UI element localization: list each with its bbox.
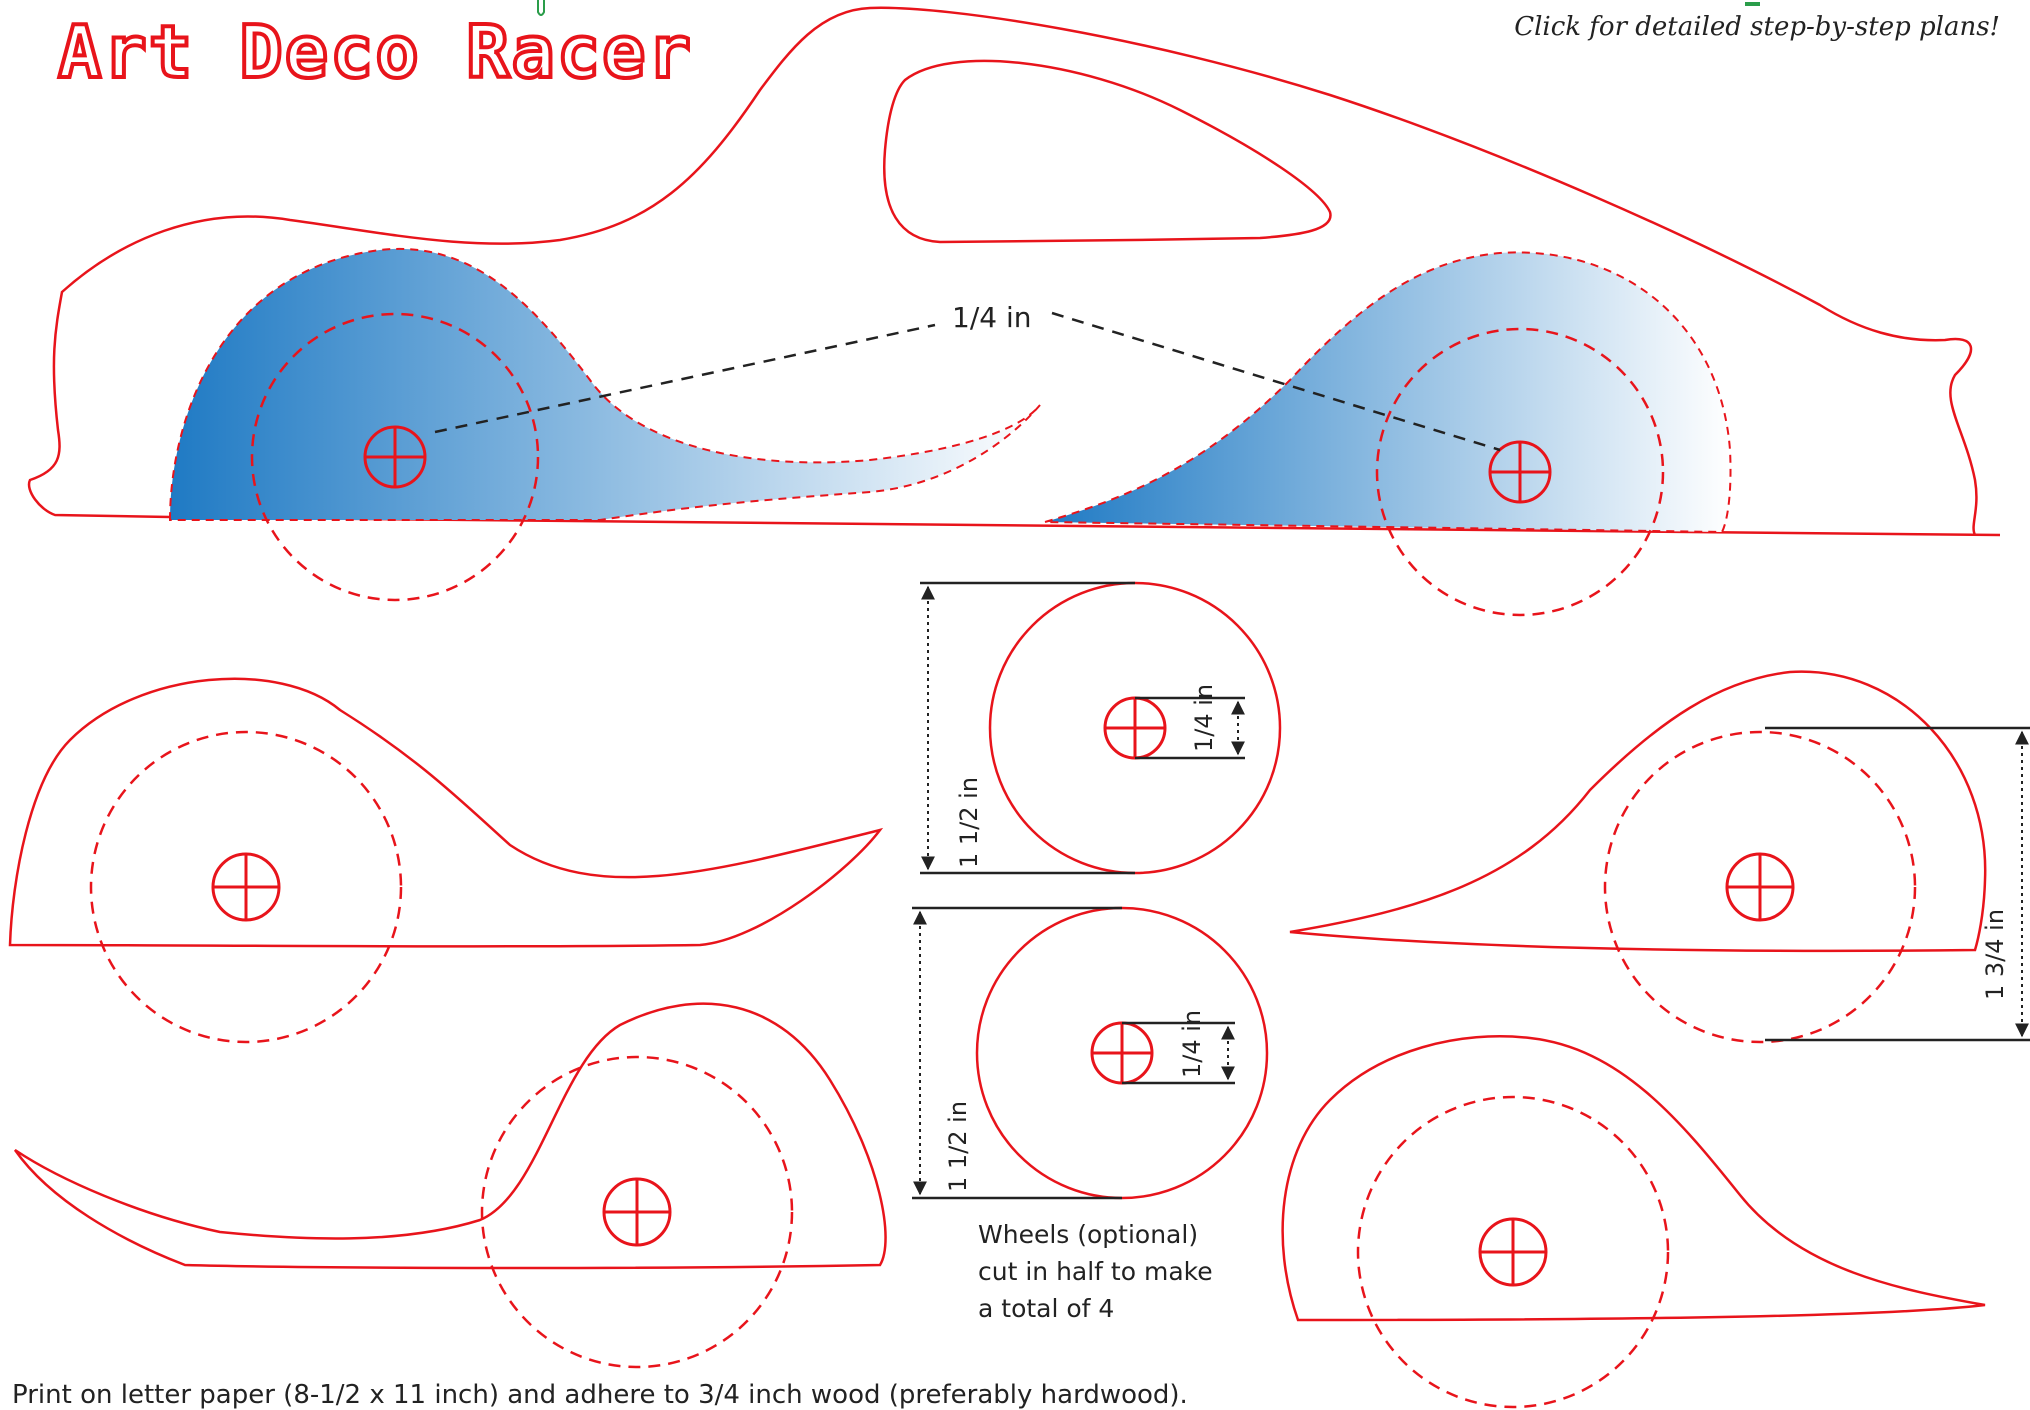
front-fender-piece-outline xyxy=(8,677,884,948)
rear-fender-axle-hole xyxy=(602,1177,672,1247)
right-front-fender-wheel-well xyxy=(1603,730,1917,1044)
front-wheel-well xyxy=(250,312,540,602)
axle-leader-front xyxy=(434,323,936,434)
wheel-small-dim-label: 1 1/2 in xyxy=(944,1101,972,1192)
right-front-fender-outline xyxy=(1289,670,1987,953)
front-fender-piece xyxy=(8,677,884,1044)
front-fender-axle-hole xyxy=(211,852,281,922)
wheel-large: 1 1/2 in 1/4 in xyxy=(920,581,1282,875)
right-front-fender-axle-hole xyxy=(1725,852,1795,922)
rear-fender-fill xyxy=(1044,251,1732,534)
front-fender-wheel-well xyxy=(89,730,403,1044)
print-instructions: Print on letter paper (8-1/2 x 11 inch) … xyxy=(12,1380,1188,1410)
page-title: Art Deco Racer xyxy=(56,10,693,94)
right-rear-fender-axle-hole xyxy=(1478,1217,1548,1287)
right-front-fender-piece: 1 3/4 in xyxy=(1289,670,2030,1044)
height-dim-label: 1 3/4 in xyxy=(1981,909,2009,1000)
rear-fender-piece xyxy=(13,1002,887,1369)
wheel-small-hole-label: 1/4 in xyxy=(1178,1010,1206,1078)
axle-spacing-label: 1/4 in xyxy=(952,301,1032,334)
plans-link[interactable]: Click for detailed step-by-step plans! xyxy=(1514,12,2000,42)
wheels-note-line-2: cut in half to make xyxy=(978,1257,1213,1286)
wheel-large-dim-label: 1 1/2 in xyxy=(955,777,983,868)
wheel-large-axle-hole xyxy=(1103,696,1167,760)
right-rear-fender-piece xyxy=(1281,1035,1986,1409)
wheel-small-axle-hole xyxy=(1090,1021,1154,1085)
top-mark-green xyxy=(537,0,545,16)
rear-fender-piece-outline xyxy=(13,1002,887,1270)
rear-axle-hole xyxy=(1488,440,1552,504)
rear-fender-wheel-well xyxy=(480,1055,794,1369)
right-rear-fender-outline xyxy=(1281,1035,1986,1322)
wheels-note-line-3: a total of 4 xyxy=(978,1294,1114,1323)
car-body-outline xyxy=(27,6,2001,537)
rear-wheel-well xyxy=(1375,327,1665,617)
wheels-note-line-1: Wheels (optional) xyxy=(978,1220,1198,1249)
window-outline xyxy=(883,59,1332,244)
wheel-large-hole-label: 1/4 in xyxy=(1190,684,1218,752)
axle-leader-rear xyxy=(1051,311,1501,452)
front-fender-fill xyxy=(168,247,1041,521)
right-rear-fender-wheel-well xyxy=(1356,1095,1670,1409)
wheel-small: 1 1/2 in 1/4 in xyxy=(912,906,1269,1200)
front-axle-hole xyxy=(363,425,427,489)
car-body: 1/4 in xyxy=(27,6,2001,617)
wheels-note: Wheels (optional) cut in half to make a … xyxy=(978,1220,1213,1323)
